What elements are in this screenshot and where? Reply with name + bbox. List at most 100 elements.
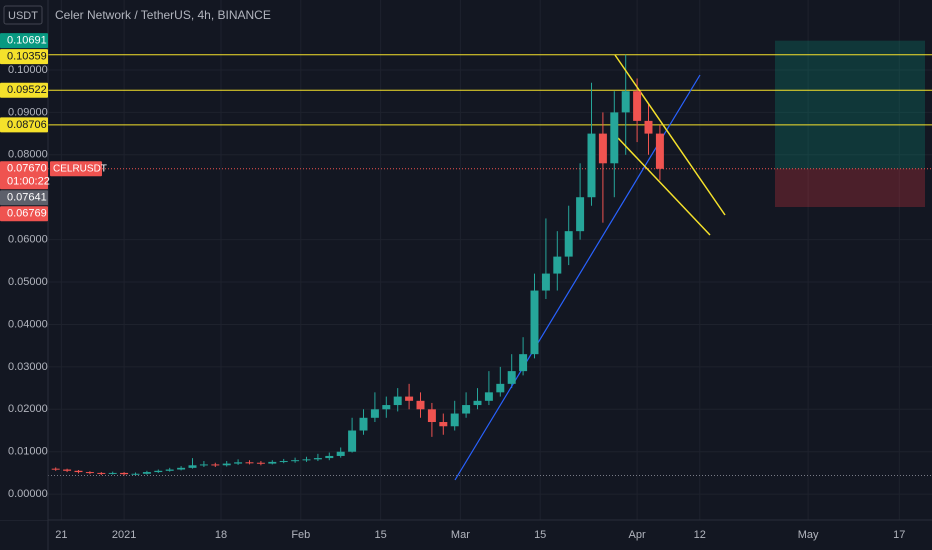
candle-body	[234, 462, 243, 464]
price-badge	[0, 33, 48, 49]
candle-body	[484, 392, 493, 401]
candle-body	[439, 422, 448, 427]
candle-body	[97, 472, 106, 474]
candle-body	[268, 461, 277, 464]
y-tick-label: 0.06000	[8, 234, 48, 246]
candle-body	[496, 383, 505, 393]
candle-body	[598, 133, 607, 164]
price-badge	[0, 82, 48, 98]
y-tick-label: 0.01000	[8, 446, 48, 458]
candle-body	[393, 396, 402, 406]
candle-body	[222, 463, 231, 466]
candle-body	[302, 459, 311, 461]
candle-body	[63, 469, 72, 471]
x-tick-label: 21	[55, 529, 67, 541]
candle-body	[85, 472, 94, 474]
currency[interactable]: USDT	[8, 10, 38, 22]
candle-body	[587, 133, 596, 198]
candle-body	[348, 430, 357, 452]
x-tick-label: 18	[215, 529, 227, 541]
candle-body	[519, 354, 528, 372]
price-badge	[0, 190, 48, 206]
candle-body	[154, 470, 163, 473]
candle-body	[633, 91, 642, 121]
time-axis	[0, 520, 932, 550]
candle-body	[336, 451, 345, 456]
x-tick-label: Feb	[291, 529, 310, 541]
price-badge-label: 0.07670	[7, 163, 47, 175]
x-tick-label: May	[798, 529, 819, 541]
candle-body	[256, 462, 265, 464]
y-tick-label: 0.02000	[8, 403, 48, 415]
candle-body	[359, 417, 368, 431]
y-tick-label: 0.00000	[8, 488, 48, 500]
candle-body	[245, 462, 254, 464]
symbol-badge	[50, 161, 102, 177]
candle-body	[405, 396, 414, 401]
y-tick-label: 0.09000	[8, 106, 48, 118]
candle-body	[530, 290, 539, 355]
candle-body	[416, 400, 425, 410]
candle-body	[188, 465, 197, 468]
candle-body	[325, 455, 334, 459]
candle-body	[211, 464, 220, 466]
x-tick-label: Mar	[451, 529, 470, 541]
candle-body	[655, 133, 664, 169]
candle-body	[473, 400, 482, 406]
price-badge-label: 0.06769	[7, 208, 47, 220]
countdown: 01:00:22	[7, 176, 50, 188]
price-badge	[0, 49, 48, 65]
x-tick-label: Apr	[629, 529, 646, 541]
candle-body	[553, 256, 562, 274]
trendline	[617, 137, 711, 236]
candle-body	[576, 197, 585, 232]
candle-body	[199, 464, 208, 466]
price-badge	[0, 206, 48, 222]
candle-body	[610, 112, 619, 164]
price-badge-label: 0.08706	[7, 119, 47, 131]
candle-body	[142, 472, 151, 474]
candle-body	[291, 460, 300, 462]
y-tick-label: 0.03000	[8, 361, 48, 373]
trendline	[614, 54, 726, 216]
candle-body	[51, 468, 60, 470]
x-tick-label: 15	[374, 529, 386, 541]
candle-body	[120, 472, 129, 475]
y-tick-label: 0.08000	[8, 149, 48, 161]
symbol-label: CELRUSDT	[53, 163, 107, 174]
candle-body	[541, 273, 550, 291]
currency-box[interactable]	[3, 5, 43, 25]
price-badge-label: 0.09522	[7, 84, 47, 96]
price-badge-label: 0.07641	[7, 192, 47, 204]
y-tick-label: 0.05000	[8, 276, 48, 288]
y-tick-label: 0.04000	[8, 318, 48, 330]
candle-body	[108, 472, 117, 474]
candle-body	[621, 91, 630, 113]
y-tick-label: 0.10000	[8, 64, 48, 76]
candle-body	[165, 469, 174, 471]
price-badge-label: 0.10691	[7, 35, 47, 47]
candle-body	[382, 405, 391, 410]
candle-body	[370, 409, 379, 418]
candle-body	[462, 405, 471, 414]
x-tick-label: 12	[694, 529, 706, 541]
price-axis	[0, 0, 48, 520]
price-badge-label: 0.10359	[7, 51, 47, 63]
chart-title: Celer Network / TetherUS, 4h, BINANCE	[55, 8, 271, 22]
loss-zone	[775, 168, 925, 208]
candle-body	[279, 461, 288, 463]
price-badge	[0, 117, 48, 133]
x-tick-label: 17	[893, 529, 905, 541]
price-badge	[0, 161, 48, 190]
candle-body	[427, 409, 436, 423]
candle-body	[450, 413, 459, 427]
candle-body	[131, 473, 140, 475]
x-tick-label: 15	[534, 529, 546, 541]
x-tick-label: 2021	[112, 529, 136, 541]
candle-body	[564, 231, 573, 257]
candle-body	[507, 371, 516, 384]
candle-body	[177, 467, 186, 470]
candle-body	[644, 120, 653, 134]
